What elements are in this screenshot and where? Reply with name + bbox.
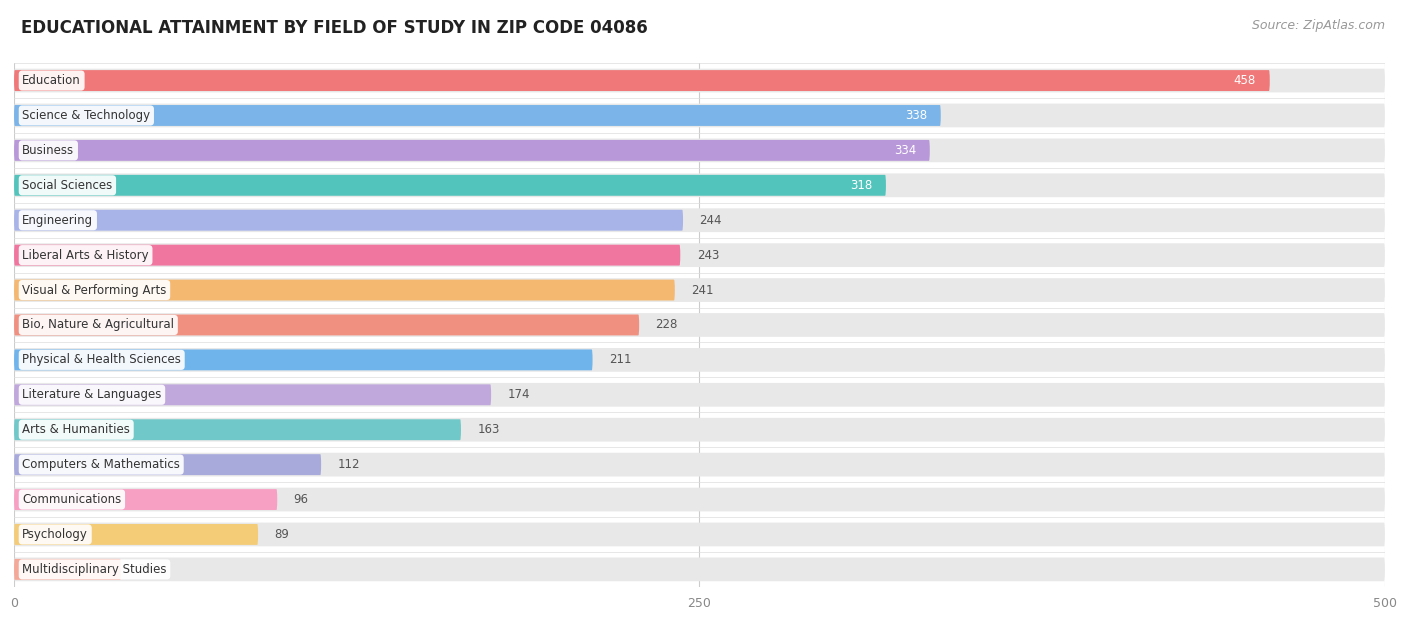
FancyBboxPatch shape [14, 559, 121, 580]
Bar [14, 343, 1385, 377]
FancyBboxPatch shape [14, 383, 1385, 406]
Text: Science & Technology: Science & Technology [22, 109, 150, 122]
Text: 39: 39 [138, 563, 152, 576]
Text: Bio, Nature & Agricultural: Bio, Nature & Agricultural [22, 319, 174, 331]
Bar [14, 412, 1385, 447]
Text: 241: 241 [692, 283, 714, 297]
Text: Visual & Performing Arts: Visual & Performing Arts [22, 283, 167, 297]
Text: Communications: Communications [22, 493, 121, 506]
FancyBboxPatch shape [14, 69, 1385, 92]
Text: Physical & Health Sciences: Physical & Health Sciences [22, 353, 181, 367]
FancyBboxPatch shape [14, 524, 259, 545]
Text: 244: 244 [700, 214, 723, 227]
Text: 228: 228 [655, 319, 678, 331]
Text: Computers & Mathematics: Computers & Mathematics [22, 458, 180, 471]
Text: Education: Education [22, 74, 82, 87]
FancyBboxPatch shape [14, 419, 461, 440]
Bar [14, 168, 1385, 203]
Text: 96: 96 [294, 493, 309, 506]
FancyBboxPatch shape [14, 280, 675, 300]
FancyBboxPatch shape [14, 208, 1385, 232]
FancyBboxPatch shape [14, 558, 1385, 581]
Text: Psychology: Psychology [22, 528, 89, 541]
Bar [14, 517, 1385, 552]
Bar [14, 552, 1385, 587]
FancyBboxPatch shape [14, 313, 1385, 337]
Bar [14, 63, 1385, 98]
Text: Source: ZipAtlas.com: Source: ZipAtlas.com [1251, 19, 1385, 32]
FancyBboxPatch shape [14, 175, 886, 196]
Text: 243: 243 [697, 249, 718, 262]
Bar [14, 447, 1385, 482]
Text: Arts & Humanities: Arts & Humanities [22, 423, 131, 436]
Text: Social Sciences: Social Sciences [22, 179, 112, 192]
Bar [14, 98, 1385, 133]
Bar [14, 238, 1385, 273]
Text: EDUCATIONAL ATTAINMENT BY FIELD OF STUDY IN ZIP CODE 04086: EDUCATIONAL ATTAINMENT BY FIELD OF STUDY… [21, 19, 648, 37]
FancyBboxPatch shape [14, 70, 1270, 91]
Text: 318: 318 [851, 179, 872, 192]
Bar [14, 377, 1385, 412]
Text: Literature & Languages: Literature & Languages [22, 388, 162, 401]
FancyBboxPatch shape [14, 139, 1385, 162]
FancyBboxPatch shape [14, 245, 681, 266]
FancyBboxPatch shape [14, 454, 321, 475]
FancyBboxPatch shape [14, 453, 1385, 476]
FancyBboxPatch shape [14, 140, 929, 161]
Text: 174: 174 [508, 388, 530, 401]
Text: 334: 334 [894, 144, 917, 157]
Text: 458: 458 [1234, 74, 1256, 87]
Bar [14, 482, 1385, 517]
FancyBboxPatch shape [14, 384, 491, 405]
FancyBboxPatch shape [14, 244, 1385, 267]
FancyBboxPatch shape [14, 350, 592, 370]
Bar [14, 203, 1385, 238]
FancyBboxPatch shape [14, 209, 683, 231]
Text: 89: 89 [274, 528, 290, 541]
Text: Multidisciplinary Studies: Multidisciplinary Studies [22, 563, 167, 576]
FancyBboxPatch shape [14, 278, 1385, 302]
Bar [14, 307, 1385, 343]
FancyBboxPatch shape [14, 105, 941, 126]
FancyBboxPatch shape [14, 174, 1385, 197]
Text: Liberal Arts & History: Liberal Arts & History [22, 249, 149, 262]
Text: Engineering: Engineering [22, 214, 93, 227]
FancyBboxPatch shape [14, 103, 1385, 127]
Bar [14, 133, 1385, 168]
Text: 112: 112 [337, 458, 360, 471]
FancyBboxPatch shape [14, 348, 1385, 372]
Text: Business: Business [22, 144, 75, 157]
Text: 338: 338 [905, 109, 927, 122]
FancyBboxPatch shape [14, 522, 1385, 546]
Text: 163: 163 [478, 423, 499, 436]
FancyBboxPatch shape [14, 418, 1385, 442]
FancyBboxPatch shape [14, 488, 1385, 511]
FancyBboxPatch shape [14, 314, 640, 336]
Text: 211: 211 [609, 353, 631, 367]
FancyBboxPatch shape [14, 489, 277, 510]
Bar [14, 273, 1385, 307]
